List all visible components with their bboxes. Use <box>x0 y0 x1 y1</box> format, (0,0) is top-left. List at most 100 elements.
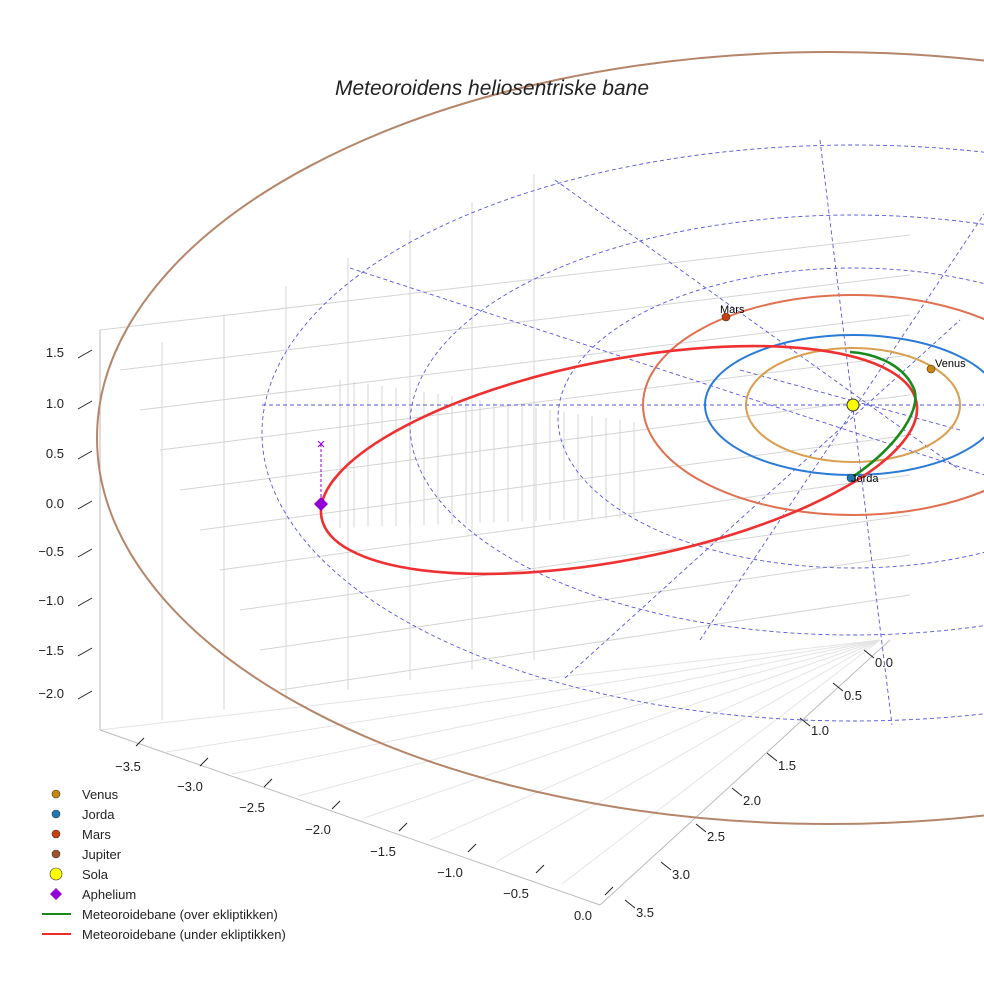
meteoroid-orbit-above <box>849 350 917 480</box>
y-tick <box>695 823 707 833</box>
x-tick-label: −1.0 <box>437 865 463 880</box>
orbit-jupiter <box>96 51 984 825</box>
planet-label: Mars <box>720 304 745 316</box>
x-tick <box>535 864 545 874</box>
y-tick-label: 3.5 <box>636 905 654 920</box>
legend-label: Meteoroidebane (over ekliptikken) <box>82 907 278 922</box>
z-tick-label: 0.5 <box>46 446 64 461</box>
chart-title: Meteoroidens heliosentriske bane <box>335 77 649 100</box>
planet-marker <box>846 473 856 483</box>
y-tick-label: 1.0 <box>811 723 829 738</box>
axes-grid <box>99 174 911 906</box>
x-tick-label: 0.0 <box>574 908 592 923</box>
z-tick <box>77 500 93 510</box>
orbit-venus <box>745 347 961 463</box>
planet-marker <box>926 364 936 374</box>
grid-line <box>363 639 881 819</box>
legend-marker <box>51 809 61 819</box>
y-tick <box>624 899 636 909</box>
grid-line <box>259 554 911 651</box>
grid-radial <box>564 319 961 679</box>
legend: Venus Jorda Mars Jupiter Sola Aphelium Meteoro… <box>42 787 286 942</box>
z-tick-label: 1.5 <box>46 345 64 360</box>
orbits: × Mars Venus Jorda <box>96 51 984 825</box>
x-tick-label: −3.0 <box>177 779 203 794</box>
legend-marker <box>51 849 61 859</box>
x-tick <box>199 757 209 767</box>
x-tick-label: −2.0 <box>305 822 331 837</box>
grid-line <box>119 274 911 371</box>
grid-line <box>231 639 881 775</box>
y-tick-label: 0.5 <box>844 688 862 703</box>
x-tick <box>398 822 408 832</box>
z-tick-label: −0.5 <box>38 544 64 559</box>
aphelion-marker <box>314 497 328 511</box>
z-tick-label: −2.0 <box>38 686 64 701</box>
grid-line <box>239 514 911 611</box>
grid-line <box>165 639 881 753</box>
z-tick <box>77 548 93 558</box>
z-tick-label: −1.5 <box>38 643 64 658</box>
x-tick <box>331 800 341 810</box>
legend-label: Venus <box>82 787 119 802</box>
grid-circle <box>261 144 984 722</box>
x-tick-label: −1.5 <box>370 844 396 859</box>
z-tick <box>77 597 93 607</box>
grid-line <box>429 639 881 841</box>
planet-marker <box>721 312 731 322</box>
y-tick <box>863 649 875 659</box>
grid-line <box>139 314 911 411</box>
orbit-mars <box>642 294 984 516</box>
grid-line <box>199 434 911 531</box>
legend-label: Mars <box>82 827 111 842</box>
y-tick <box>731 787 743 797</box>
z-tick <box>77 647 93 657</box>
legend-label: Meteoroidebane (under ekliptikken) <box>82 927 286 942</box>
planet-label: Jorda <box>851 473 879 485</box>
grid-line <box>219 474 911 571</box>
y-axis <box>599 639 891 906</box>
y-tick <box>660 861 672 871</box>
y-tick-label: 0.0 <box>875 655 893 670</box>
y-tick-label: 1.5 <box>778 758 796 773</box>
z-tick <box>77 690 93 700</box>
legend-label: Jupiter <box>82 847 122 862</box>
sun-marker <box>846 398 860 412</box>
aphelion-x-marker: × <box>317 436 326 453</box>
planet-label: Venus <box>935 358 966 370</box>
legend-marker <box>49 867 63 881</box>
x-tick-label: −0.5 <box>503 886 529 901</box>
legend-marker <box>51 789 61 799</box>
y-tick <box>799 717 811 727</box>
y-tick <box>766 752 778 762</box>
grid-radial <box>699 213 984 641</box>
grid-circle <box>557 267 984 569</box>
x-tick <box>263 778 273 788</box>
tick-labels: 1.5 1.0 0.5 0.0 −0.5 −1.0 −1.5 −2.0 −3.5 −3.0 −2.5… <box>38 345 893 923</box>
grid-line <box>159 354 911 451</box>
grid-line <box>297 639 881 797</box>
grid-line <box>99 234 911 331</box>
x-tick-label: −2.5 <box>239 800 265 815</box>
x-tick-label: −3.5 <box>115 759 141 774</box>
z-tick <box>77 349 93 359</box>
y-tick-label: 2.0 <box>743 793 761 808</box>
legend-marker <box>51 829 61 839</box>
legend-label: Jorda <box>82 807 115 822</box>
z-tick <box>77 450 93 460</box>
x-axis <box>99 729 601 906</box>
grid-line <box>279 594 911 691</box>
grid-radial <box>554 179 961 471</box>
legend-label: Sola <box>82 867 109 882</box>
x-tick <box>467 843 477 853</box>
legend-diamond <box>50 888 62 900</box>
x-tick <box>604 886 614 896</box>
z-tick <box>77 400 93 410</box>
z-tick-label: 1.0 <box>46 396 64 411</box>
grid-line <box>179 394 911 491</box>
grid-line <box>561 639 881 885</box>
grid-radial <box>819 139 893 726</box>
z-tick-label: 0.0 <box>46 496 64 511</box>
